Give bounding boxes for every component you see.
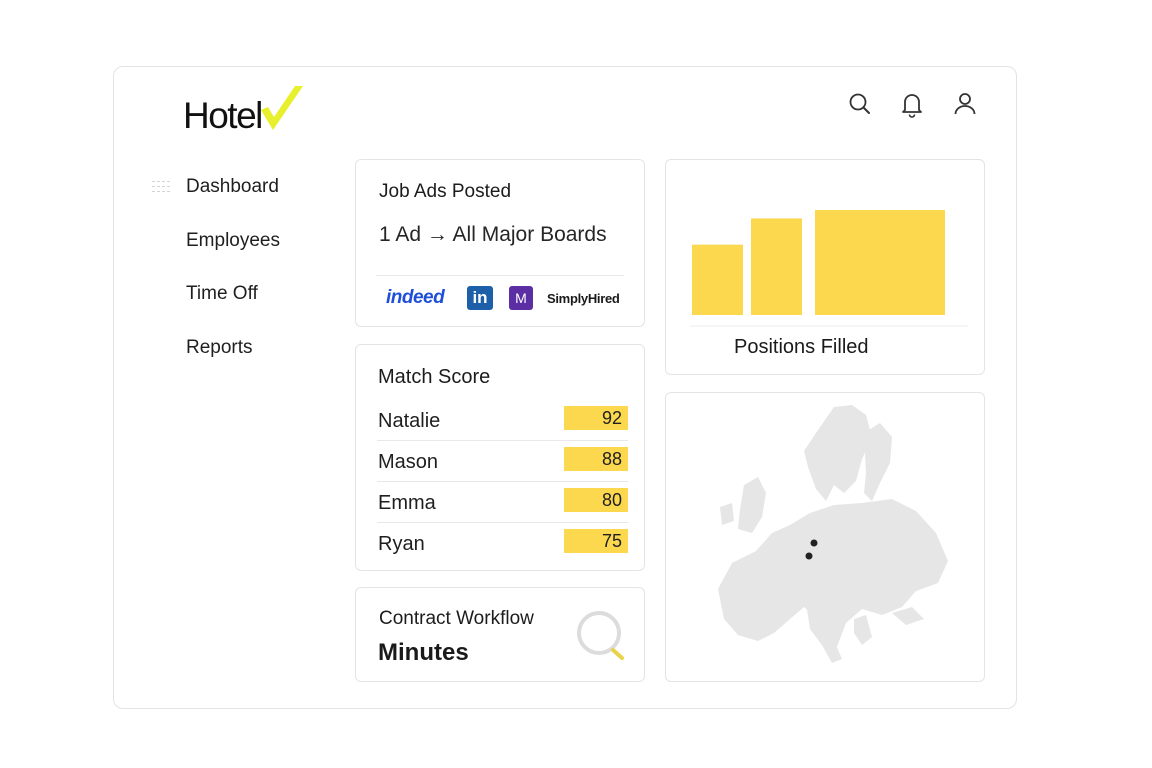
- linkedin-logo: in: [467, 286, 493, 310]
- match-score-card: Match Score Natalie 92 Mason 88 Emma 80 …: [355, 344, 645, 571]
- nav-label: Reports: [186, 336, 253, 358]
- chart-bar: [751, 218, 802, 315]
- chart-title: Positions Filled: [734, 336, 869, 358]
- table-row[interactable]: Ryan 75: [377, 523, 628, 564]
- positions-filled-card: Positions Filled: [665, 159, 985, 375]
- table-row[interactable]: Natalie 92: [377, 400, 628, 441]
- chart-bar: [692, 244, 743, 315]
- candidate-name: Emma: [378, 492, 436, 514]
- nav-item-time-off[interactable]: Time Off: [150, 279, 330, 333]
- notifications-button[interactable]: [899, 90, 925, 118]
- search-icon: [849, 93, 870, 114]
- row-divider: [377, 440, 628, 441]
- table-row[interactable]: Mason 88: [377, 441, 628, 482]
- row-divider: [377, 481, 628, 482]
- sidebar-nav: Dashboard Employees Time Off Reports: [150, 172, 330, 386]
- candidate-name: Ryan: [378, 533, 425, 555]
- job-ads-subtitle: 1 Ad → All Major Boards: [379, 223, 607, 246]
- bell-icon: [902, 94, 922, 118]
- nav-item-dashboard[interactable]: Dashboard: [150, 172, 330, 226]
- job-ads-title: Job Ads Posted: [379, 181, 512, 202]
- table-row[interactable]: Emma 80: [377, 482, 628, 523]
- score-badge: 88: [564, 447, 628, 471]
- job-ads-card[interactable]: Job Ads Posted 1 Ad → All Major Boards i…: [355, 159, 645, 327]
- nav-label: Dashboard: [186, 176, 279, 197]
- chart-bar: [815, 210, 945, 315]
- contract-title: Contract Workflow: [379, 608, 534, 629]
- match-score-title: Match Score: [378, 366, 491, 388]
- map-marker[interactable]: [810, 539, 818, 547]
- magnifier-icon: [577, 611, 624, 660]
- indeed-logo: indeed: [386, 287, 445, 308]
- user-icon: [954, 93, 976, 115]
- map-card: [665, 392, 985, 682]
- contract-workflow-card[interactable]: Contract Workflow Minutes: [355, 587, 645, 682]
- monster-logo: M: [509, 286, 533, 310]
- map-marker[interactable]: [805, 552, 813, 560]
- nav-label: Employees: [186, 229, 280, 251]
- search-button[interactable]: [847, 90, 873, 118]
- europe-map: [718, 405, 948, 663]
- score-badge: 80: [564, 488, 628, 512]
- logo-text: Hotel: [183, 95, 263, 136]
- grid-icon: [152, 181, 170, 192]
- score-badge: 92: [564, 406, 628, 430]
- contract-subtitle: Minutes: [378, 639, 469, 666]
- logo: Hotel: [183, 84, 313, 136]
- nav-item-employees[interactable]: Employees: [150, 226, 330, 280]
- candidate-name: Natalie: [378, 410, 441, 432]
- row-divider: [377, 522, 628, 523]
- divider: [376, 275, 624, 276]
- candidate-name: Mason: [378, 451, 439, 473]
- nav-label: Time Off: [186, 283, 258, 304]
- checkmark-logo-icon: [261, 86, 303, 130]
- nav-item-reports[interactable]: Reports: [150, 333, 330, 387]
- simplyhired-logo: SimplyHired: [547, 291, 620, 306]
- profile-button[interactable]: [952, 90, 978, 118]
- score-badge: 75: [564, 529, 628, 553]
- positions-chart: [690, 210, 968, 327]
